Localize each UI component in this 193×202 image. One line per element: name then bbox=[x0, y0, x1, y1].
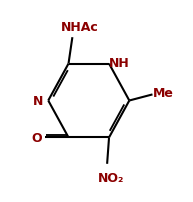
Text: Me: Me bbox=[153, 86, 174, 99]
Text: O: O bbox=[31, 131, 42, 144]
Text: NO₂: NO₂ bbox=[98, 171, 124, 184]
Text: N: N bbox=[32, 95, 43, 107]
Text: NH: NH bbox=[109, 57, 130, 70]
Text: NHAc: NHAc bbox=[61, 20, 99, 33]
